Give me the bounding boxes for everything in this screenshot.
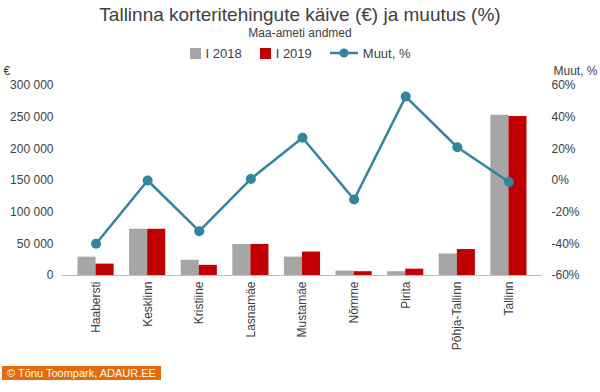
svg-text:Tallinn: Tallinn [502, 282, 516, 316]
html-text:I 2019: I 2019 [275, 45, 312, 61]
svg-text:Kristiine: Kristiine [192, 281, 206, 324]
svg-text:Lasnamäe: Lasnamäe [244, 281, 258, 337]
svg-text:Nõmme: Nõmme [347, 281, 361, 323]
svg-text:50 000: 50 000 [17, 237, 54, 251]
svg-text:Haabersti: Haabersti [89, 282, 103, 333]
html-text:Tallinna korteritehingute käiv: Tallinna korteritehingute käive (€) ja m… [99, 4, 501, 25]
svg-text:€: € [4, 64, 11, 78]
svg-text:40%: 40% [552, 110, 576, 124]
svg-text:100 000: 100 000 [10, 205, 54, 219]
svg-text:250 000: 250 000 [10, 110, 54, 124]
svg-text:Põhja-Tallinn: Põhja-Tallinn [450, 282, 464, 351]
svg-text:0%: 0% [552, 173, 570, 187]
html-text:Maa-ameti andmed: Maa-ameti andmed [248, 26, 352, 40]
svg-text:Kesklinn: Kesklinn [141, 282, 155, 327]
svg-text:Pirita: Pirita [399, 281, 413, 309]
svg-text:300 000: 300 000 [10, 78, 54, 92]
svg-text:0: 0 [47, 268, 54, 282]
svg-text:Muut, %: Muut, % [553, 64, 597, 78]
html-text:© Tõnu Toompark, ADAUR.EE: © Tõnu Toompark, ADAUR.EE [7, 367, 156, 379]
svg-text:200 000: 200 000 [10, 142, 54, 156]
svg-text:-60%: -60% [552, 268, 580, 282]
html-text:I 2018: I 2018 [205, 45, 242, 61]
svg-text:-40%: -40% [552, 237, 580, 251]
svg-text:Mustamäe: Mustamäe [295, 281, 309, 337]
svg-text:20%: 20% [552, 142, 576, 156]
svg-text:60%: 60% [552, 78, 576, 92]
svg-text:150 000: 150 000 [10, 173, 54, 187]
html-text:Muut, %: Muut, % [362, 45, 411, 61]
svg-text:-20%: -20% [552, 205, 580, 219]
